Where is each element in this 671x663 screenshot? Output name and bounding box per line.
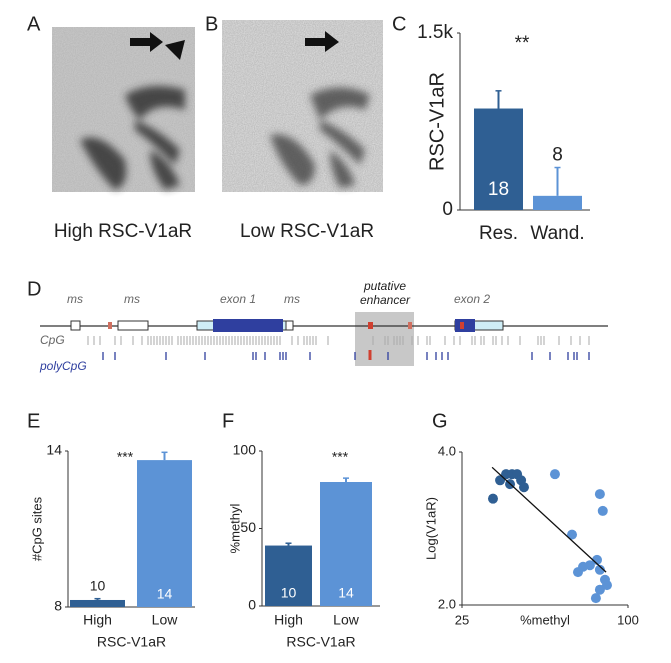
exon-coding xyxy=(455,319,475,332)
image-caption: Low RSC-V1aR xyxy=(240,221,374,242)
point xyxy=(594,489,605,500)
point xyxy=(549,469,560,480)
y-tick-label: 0 xyxy=(442,199,453,220)
exon-coding xyxy=(213,319,283,332)
panel-label: C xyxy=(392,13,406,35)
panel-label: B xyxy=(205,13,218,35)
y-tick-label: 100 xyxy=(233,442,257,458)
y-tick-label: 2.0 xyxy=(438,596,456,611)
y-tick-label: 1.5k xyxy=(417,22,453,43)
annotation: *** xyxy=(117,449,134,465)
x-tick-label: High xyxy=(83,612,112,628)
region-label: ms xyxy=(124,292,140,306)
enhancer-label: putative xyxy=(363,279,406,293)
n-label: 10 xyxy=(90,577,106,593)
point xyxy=(597,505,608,516)
y-axis-label: RSC-V1aR xyxy=(426,72,448,171)
region-label: exon 2 xyxy=(454,292,490,306)
n-label: 10 xyxy=(281,585,297,601)
point xyxy=(590,593,601,604)
x-tick-label: Low xyxy=(333,612,360,628)
n-label: 14 xyxy=(338,585,354,601)
autoradiograph-low xyxy=(222,20,383,192)
x-axis-label: %methyl xyxy=(520,612,570,627)
track-label: CpG xyxy=(40,333,65,347)
gene-diagram: ms ms exon 1 ms exon 2 putative enhancer… xyxy=(39,279,608,373)
x-tick-label: Res. xyxy=(479,223,518,244)
x-axis-label: RSC-V1aR xyxy=(97,634,166,650)
point xyxy=(567,529,578,540)
n-label: 14 xyxy=(157,586,173,602)
panel-label: A xyxy=(27,13,41,35)
x-tick-label: 25 xyxy=(455,612,469,627)
point xyxy=(518,482,529,493)
bar xyxy=(533,195,582,210)
point xyxy=(594,564,605,575)
track-label: polyCpG xyxy=(39,359,87,373)
x-tick-label: Wand. xyxy=(530,223,584,244)
y-axis-label: %methyl xyxy=(227,503,242,553)
x-tick-label: High xyxy=(274,612,303,628)
x-axis-label: RSC-V1aR xyxy=(286,634,355,650)
ms-box xyxy=(70,320,81,331)
panel-label: D xyxy=(27,278,41,300)
annotation: *** xyxy=(332,449,349,465)
y-tick-label: 4.0 xyxy=(438,443,456,458)
site xyxy=(368,322,373,329)
site xyxy=(460,322,464,329)
y-tick-label: 0 xyxy=(248,597,256,613)
region-label: ms xyxy=(67,292,83,306)
panel-label: G xyxy=(432,410,448,432)
enhancer-label: enhancer xyxy=(360,293,411,307)
bar xyxy=(474,108,523,210)
panel-label: F xyxy=(222,410,234,432)
annotation: ** xyxy=(515,33,530,54)
ms-box xyxy=(285,320,294,331)
bar xyxy=(265,545,312,606)
site xyxy=(108,322,112,329)
point xyxy=(572,567,583,578)
region-label: ms xyxy=(284,292,300,306)
y-axis-label: #CpG sites xyxy=(29,496,44,561)
autoradiograph-high xyxy=(52,27,195,192)
y-tick-label: 14 xyxy=(46,442,62,458)
site xyxy=(408,322,412,329)
panel-label: E xyxy=(27,410,40,432)
y-axis-label: Log(V1aR) xyxy=(423,497,438,560)
image-caption: High RSC-V1aR xyxy=(54,221,192,242)
n-label: 8 xyxy=(552,145,563,166)
ms-box xyxy=(117,320,149,331)
trend-line xyxy=(491,466,607,573)
point xyxy=(601,580,612,591)
point xyxy=(487,493,498,504)
bar xyxy=(137,460,192,607)
bar xyxy=(70,599,125,607)
x-tick-label: Low xyxy=(152,612,179,628)
region-label: exon 1 xyxy=(220,292,256,306)
y-tick-label: 50 xyxy=(240,519,256,535)
bar xyxy=(320,482,372,606)
y-tick-label: 8 xyxy=(54,598,62,614)
point xyxy=(594,584,605,595)
n-label: 18 xyxy=(488,179,509,200)
point xyxy=(592,554,603,565)
x-tick-label: 100 xyxy=(617,612,639,627)
